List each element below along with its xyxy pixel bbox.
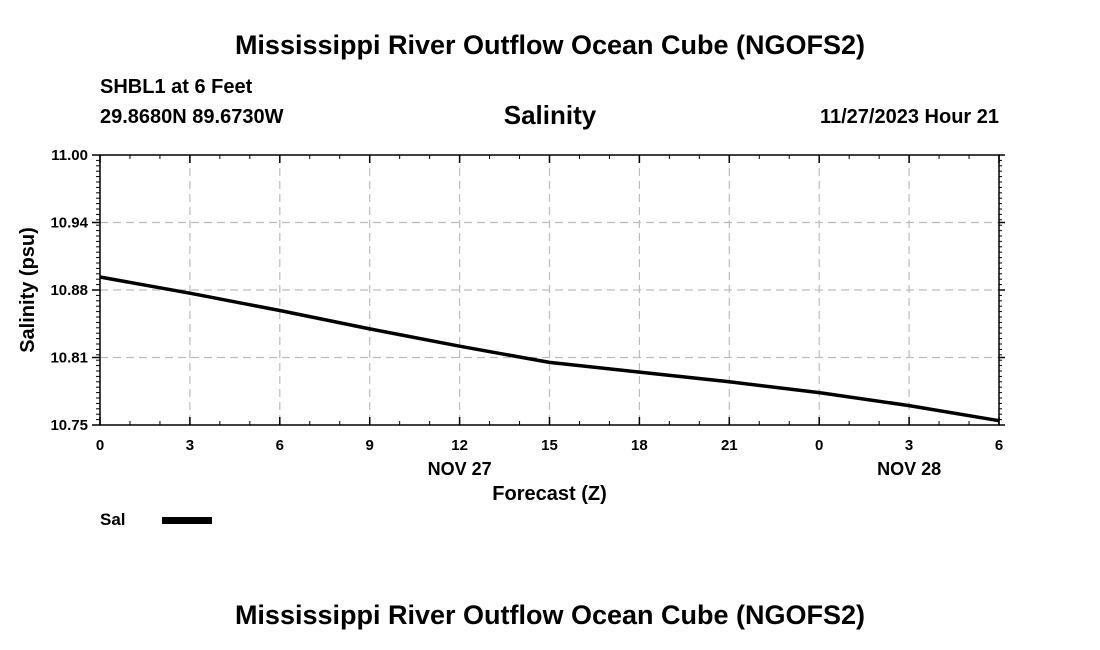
x-tick-label: 0	[96, 437, 104, 454]
axis-labels: 10.75 10.81 10.88 10.94 11.00 0 3 6 9 12 15 18 21 0 3 6…	[17, 147, 1003, 505]
x-tick-label: 6	[995, 437, 1003, 454]
series-line-sal	[99, 275, 1000, 423]
series-layer	[99, 275, 1000, 423]
coordinates-label: 29.8680N 89.6730W	[100, 106, 284, 128]
legend-line-swatch	[162, 517, 212, 524]
main-title: Mississippi River Outflow Ocean Cube (NG…	[234, 30, 866, 60]
footer-title: Mississippi River Outflow Ocean Cube (NG…	[234, 600, 866, 630]
datetime-label: 11/27/2023 Hour 21	[819, 106, 999, 128]
x-tick-label: 6	[276, 437, 284, 454]
x-tick-label: 12	[451, 437, 468, 454]
y-tick-label: 11.00	[51, 147, 88, 164]
date-label: NOV 28	[877, 459, 941, 479]
y-tick-label: 10.81	[50, 350, 88, 367]
x-tick-label: 0	[815, 437, 823, 454]
station-label: SHBL1 at 6 Feet	[100, 76, 253, 98]
x-tick-label: 15	[541, 437, 558, 454]
x-tick-label: 18	[631, 437, 648, 454]
x-axis-title: Forecast (Z)	[492, 483, 606, 505]
y-tick-label: 10.88	[50, 282, 88, 299]
plot-frame	[99, 154, 1000, 426]
legend-label: Sal	[100, 510, 126, 529]
y-tick-label: 10.75	[50, 417, 88, 434]
x-tick-label: 9	[366, 437, 374, 454]
x-tick-label: 21	[721, 437, 738, 454]
x-tick-label: 3	[905, 437, 913, 454]
y-axis-title: Salinity (psu)	[17, 227, 39, 353]
variable-title: Salinity	[503, 100, 597, 130]
x-tick-label: 3	[186, 437, 194, 454]
y-tick-label: 10.94	[50, 215, 88, 232]
date-label: NOV 27	[428, 459, 492, 479]
grid-lines	[100, 155, 999, 425]
